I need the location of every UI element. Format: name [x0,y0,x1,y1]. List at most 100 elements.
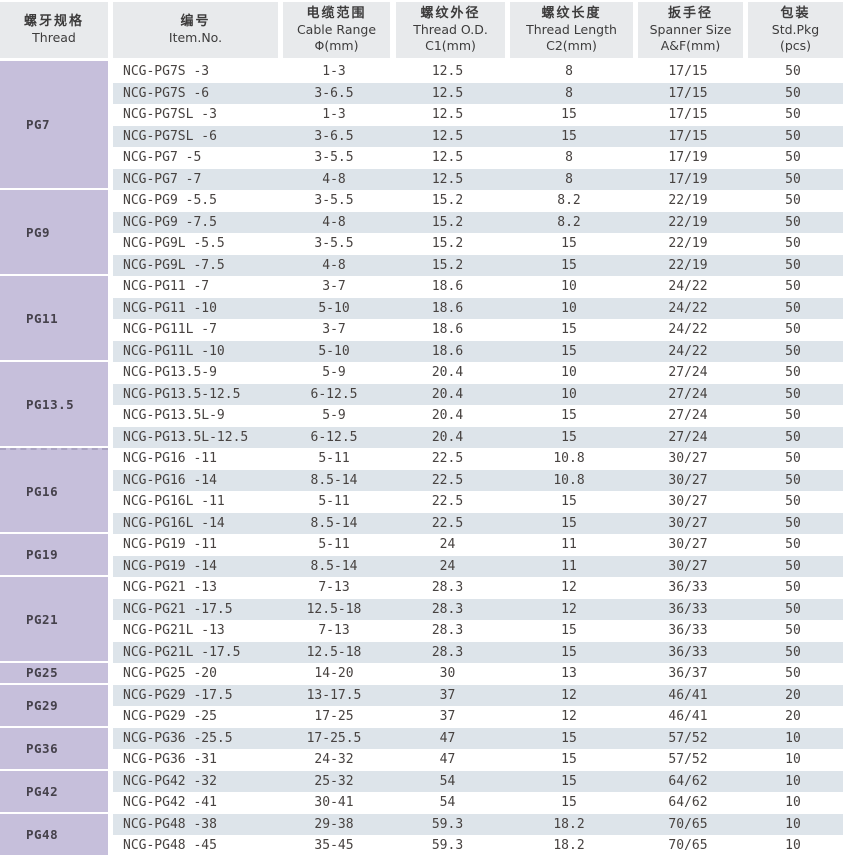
group-rows: NCG-PG13.5-9 5-9 20.4 10 27/24 50 NCG-PG13.5-1… [113,362,843,448]
spanner-size-cell: 24/22 [668,343,708,359]
item-no-cell: NCG-PG21L -13 [123,623,225,639]
table-row: NCG-PG13.5-9 5-9 20.4 10 27/24 50 [113,362,843,384]
std-pkg-cell: 50 [785,644,801,660]
std-pkg-cell: 50 [785,257,801,273]
spanner-size-cell: 22/19 [668,193,708,209]
std-pkg-cell: 50 [785,193,801,209]
column-header-sub: (pcs) [779,38,812,53]
std-pkg-cell: 10 [785,752,801,768]
group-rows: NCG-PG19 -11 5-11 24 11 30/27 50 NCG-PG19 -14 8… [113,534,843,577]
column-header-en: Item.No. [168,30,223,45]
table-row: NCG-PG11L -7 3-7 18.6 15 24/22 50 [113,319,843,341]
item-no-cell: NCG-PG25 -20 [123,666,217,682]
column-header-thread: 螺牙规格 Thread [0,2,108,58]
thread-od-cell: 15.2 [431,193,464,209]
thread-length-cell: 15 [561,107,577,123]
item-no-cell: NCG-PG36 -25.5 [123,730,233,746]
item-no-cell: NCG-PG13.5L-9 [123,408,225,424]
cable-range-cell: 5-11 [318,494,350,510]
thread-od-cell: 12.5 [431,85,464,101]
thread-od-cell: 20.4 [431,408,464,424]
item-no-cell: NCG-PG9 -7.5 [123,214,217,230]
thread-length-cell: 15 [561,128,577,144]
thread-group-cell: PG9 [0,190,108,276]
cable-range-cell: 3-7 [322,322,346,338]
item-no-cell: NCG-PG16L -11 [123,494,225,510]
thread-length-cell: 15 [561,795,577,811]
std-pkg-cell: 50 [785,171,801,187]
thread-od-cell: 30 [439,666,456,682]
group-rows: NCG-PG42 -32 25-32 54 15 64/62 10 NCG-PG42 -41… [113,770,843,814]
cable-range-cell: 13-17.5 [306,687,362,703]
spanner-size-cell: 36/33 [668,580,708,596]
group-rows: NCG-PG25 -20 14-20 30 13 36/37 50 [113,663,843,685]
cable-range-cell: 6-12.5 [310,386,358,402]
thread-od-cell: 54 [439,773,456,789]
table-row: NCG-PG9 -7.5 4-8 15.2 8.2 22/19 50 [113,211,843,233]
column-header-sub: A&F(mm) [660,38,721,53]
thread-od-cell: 20.4 [431,386,464,402]
std-pkg-cell: 50 [785,236,801,252]
spanner-size-cell: 17/15 [668,107,708,123]
thread-od-cell: 15.2 [431,236,464,252]
table-row: NCG-PG42 -41 30-41 54 15 64/62 10 [113,792,843,814]
thread-length-cell: 15 [561,257,577,273]
thread-od-cell: 15.2 [431,257,464,273]
cable-range-cell: 3-7 [322,279,346,295]
cable-range-cell: 3-5.5 [314,193,354,209]
spanner-size-cell: 17/15 [668,128,708,144]
thread-od-cell: 12.5 [431,171,464,187]
table-row: NCG-PG7 -5 3-5.5 12.5 8 17/19 50 [113,147,843,169]
column-header-zh: 螺纹外径 [420,6,481,21]
std-pkg-cell: 50 [785,666,801,682]
spanner-size-cell: 46/41 [668,687,708,703]
std-pkg-cell: 20 [785,687,801,703]
item-no-cell: NCG-PG11 -10 [123,300,217,316]
thread-length-cell: 15 [561,730,577,746]
thread-od-cell: 18.6 [431,343,464,359]
spanner-size-cell: 30/27 [668,515,708,531]
item-no-cell: NCG-PG11L -10 [123,343,225,359]
table-group: PG25 NCG-PG25 -20 14-20 30 13 36/37 50 [0,663,843,685]
cable-range-cell: 5-10 [318,343,350,359]
group-rows: NCG-PG21 -13 7-13 28.3 12 36/33 50 NCG-PG21 -1… [113,577,843,663]
thread-group-cell: PG7 [0,61,108,190]
thread-od-cell: 54 [439,795,456,811]
std-pkg-cell: 10 [785,730,801,746]
std-pkg-cell: 50 [785,472,801,488]
thread-length-cell: 11 [561,537,577,553]
table-row: NCG-PG21 -17.5 12.5-18 28.3 12 36/33 50 [113,598,843,620]
table-group: PG13.5 NCG-PG13.5-9 5-9 20.4 10 27/24 50 NCG-PG… [0,362,843,448]
std-pkg-cell: 50 [785,150,801,166]
column-header-thread-od: 螺纹外径 Thread O.D. C1(mm) [390,2,505,58]
cable-range-cell: 24-32 [314,752,354,768]
table-row: NCG-PG7 -7 4-8 12.5 8 17/19 50 [113,168,843,190]
cable-range-cell: 1-3 [322,107,346,123]
cable-range-cell: 7-13 [318,623,350,639]
thread-group-cell: PG11 [0,276,108,362]
spanner-size-cell: 36/33 [668,623,708,639]
column-header-zh: 包装 [780,6,811,21]
table-row: NCG-PG11 -10 5-10 18.6 10 24/22 50 [113,297,843,319]
item-no-cell: NCG-PG21 -17.5 [123,601,233,617]
item-no-cell: NCG-PG13.5-12.5 [123,386,241,402]
table-group: PG11 NCG-PG11 -7 3-7 18.6 10 24/22 50 NCG-PG11 … [0,276,843,362]
table-row: NCG-PG21L -13 7-13 28.3 15 36/33 50 [113,620,843,642]
cable-range-cell: 6-12.5 [310,429,358,445]
thread-length-cell: 12 [561,601,577,617]
table-row: NCG-PG29 -17.5 13-17.5 37 12 46/41 20 [113,684,843,706]
cable-range-cell: 5-9 [322,408,346,424]
item-no-cell: NCG-PG7SL -6 [123,128,217,144]
spanner-size-cell: 46/41 [668,709,708,725]
thread-length-cell: 10.8 [553,451,585,467]
table-row: NCG-PG19 -11 5-11 24 11 30/27 50 [113,534,843,556]
table-group: PG29 NCG-PG29 -17.5 13-17.5 37 12 46/41 20 NCG-… [0,684,843,728]
item-no-cell: NCG-PG16L -14 [123,515,225,531]
cable-range-cell: 3-6.5 [314,85,354,101]
spanner-size-cell: 17/19 [668,150,708,166]
spanner-size-cell: 57/52 [668,752,708,768]
cable-range-cell: 3-5.5 [314,236,354,252]
cable-range-cell: 4-8 [322,171,346,187]
spanner-size-cell: 24/22 [668,322,708,338]
